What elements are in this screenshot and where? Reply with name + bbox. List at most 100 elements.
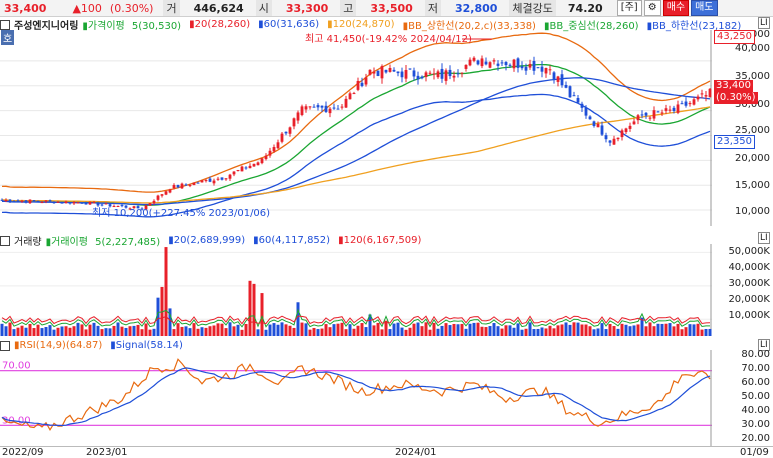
candle-body [484, 61, 488, 65]
candle-body [420, 76, 424, 79]
bb-upper-line [1, 32, 711, 193]
volume-bar [312, 327, 316, 336]
volume-bar [644, 326, 648, 336]
volume-bar [24, 327, 28, 336]
volume-bar [32, 328, 36, 336]
price-tag-current: 33,400 [714, 80, 753, 92]
volume-bar [4, 326, 8, 336]
candle-body [348, 93, 352, 100]
volume-bar [428, 329, 432, 336]
volume-bar [16, 327, 20, 336]
candle-body [552, 72, 556, 80]
candle-body [108, 204, 112, 207]
candle-body [124, 205, 128, 208]
panel-button[interactable]: LI [758, 339, 770, 351]
candle-body [240, 166, 244, 172]
volume-bar [156, 297, 160, 336]
candle-body [416, 75, 420, 80]
candle-body [260, 158, 264, 164]
volume-bar [168, 308, 172, 336]
candle-body [84, 203, 88, 205]
volume-bar [520, 329, 524, 336]
candle-body [444, 70, 448, 81]
candle-body [424, 72, 428, 77]
sell-button[interactable]: 매도 [691, 0, 718, 16]
volume-bar [420, 326, 424, 336]
volume-toggle-icon[interactable] [0, 235, 10, 246]
volume-bar [0, 323, 4, 336]
candle-body [248, 165, 252, 169]
volume-bar [112, 325, 116, 336]
volume-bar [376, 322, 380, 336]
strength-value: 74.20 [567, 1, 603, 15]
volume-bar [496, 326, 500, 336]
volume-ma-label: 거래이평 [51, 237, 88, 248]
stock-button[interactable]: [주] [616, 0, 642, 16]
volume-bar [584, 324, 588, 336]
volume-bar [116, 322, 120, 336]
volume-bar [612, 326, 616, 336]
candle-body [332, 107, 336, 109]
volume-axis-tick: 40,000K [728, 262, 770, 273]
candle-body [456, 73, 460, 75]
volume-bar [492, 323, 496, 336]
volume-bar [20, 325, 24, 336]
candle-body [112, 206, 116, 208]
volume-chart[interactable] [0, 244, 712, 336]
candle-body [568, 86, 572, 98]
chart-toggle-icon[interactable] [0, 19, 10, 30]
candle-body [12, 201, 16, 203]
candle-body [596, 123, 600, 128]
volume-bar [536, 328, 540, 336]
panel-button[interactable]: LI [758, 17, 770, 29]
candle-body [4, 200, 8, 202]
volume-bar [8, 322, 12, 336]
candle-body [296, 112, 300, 121]
panel-button[interactable]: LI [758, 232, 770, 244]
candle-body [80, 202, 84, 204]
volume-bar [292, 327, 296, 336]
rsi-toggle-icon[interactable] [0, 340, 10, 351]
candle-body [20, 200, 24, 202]
volume-bar [448, 325, 452, 336]
volume-bar [28, 323, 32, 336]
candle-body [396, 71, 400, 74]
volume-bar [200, 327, 204, 336]
candle-body [400, 71, 404, 78]
price-axis-tick: 15,000 [735, 180, 770, 191]
settings-icon[interactable]: ⚙ [643, 0, 661, 16]
chart-tab[interactable]: 호 [1, 30, 15, 45]
candle-body [496, 63, 500, 66]
candle-body [244, 167, 248, 169]
rsi-axis-tick: 50.00 [741, 391, 770, 402]
bb-mid-value: BB_중심선(28,260) [549, 21, 639, 32]
candle-body [208, 178, 212, 182]
volume-bar [52, 329, 56, 336]
volume-bar [452, 323, 456, 336]
volume-bar [240, 329, 244, 336]
rsi-upper-label: 70.00 [2, 361, 31, 372]
candle-body [140, 208, 144, 210]
volume-bar [640, 317, 644, 336]
candle-body [356, 80, 360, 90]
volume-bar [96, 325, 100, 336]
price-chart[interactable]: 최고 41,450(-19.42% 2024/04/12) 최저 10,200(+… [0, 30, 712, 226]
stock-name[interactable]: 주성엔지니어링 [14, 21, 79, 32]
volume-bar [620, 323, 624, 336]
time-axis-label: 2024/01 [395, 447, 437, 458]
volume-bar [284, 324, 288, 336]
volume-bar [456, 324, 460, 336]
volume-label: 거 [163, 0, 180, 16]
volume-bar [144, 323, 148, 336]
candle-body [96, 202, 100, 206]
candle-body [100, 204, 104, 206]
candle-body [476, 60, 480, 65]
buy-button[interactable]: 매수 [662, 0, 690, 16]
candle-body [160, 194, 164, 196]
candle-body [644, 112, 648, 116]
candle-body [316, 105, 320, 108]
volume-bar [468, 323, 472, 336]
low-value: 32,800 [454, 1, 498, 15]
volume-bar [388, 329, 392, 336]
